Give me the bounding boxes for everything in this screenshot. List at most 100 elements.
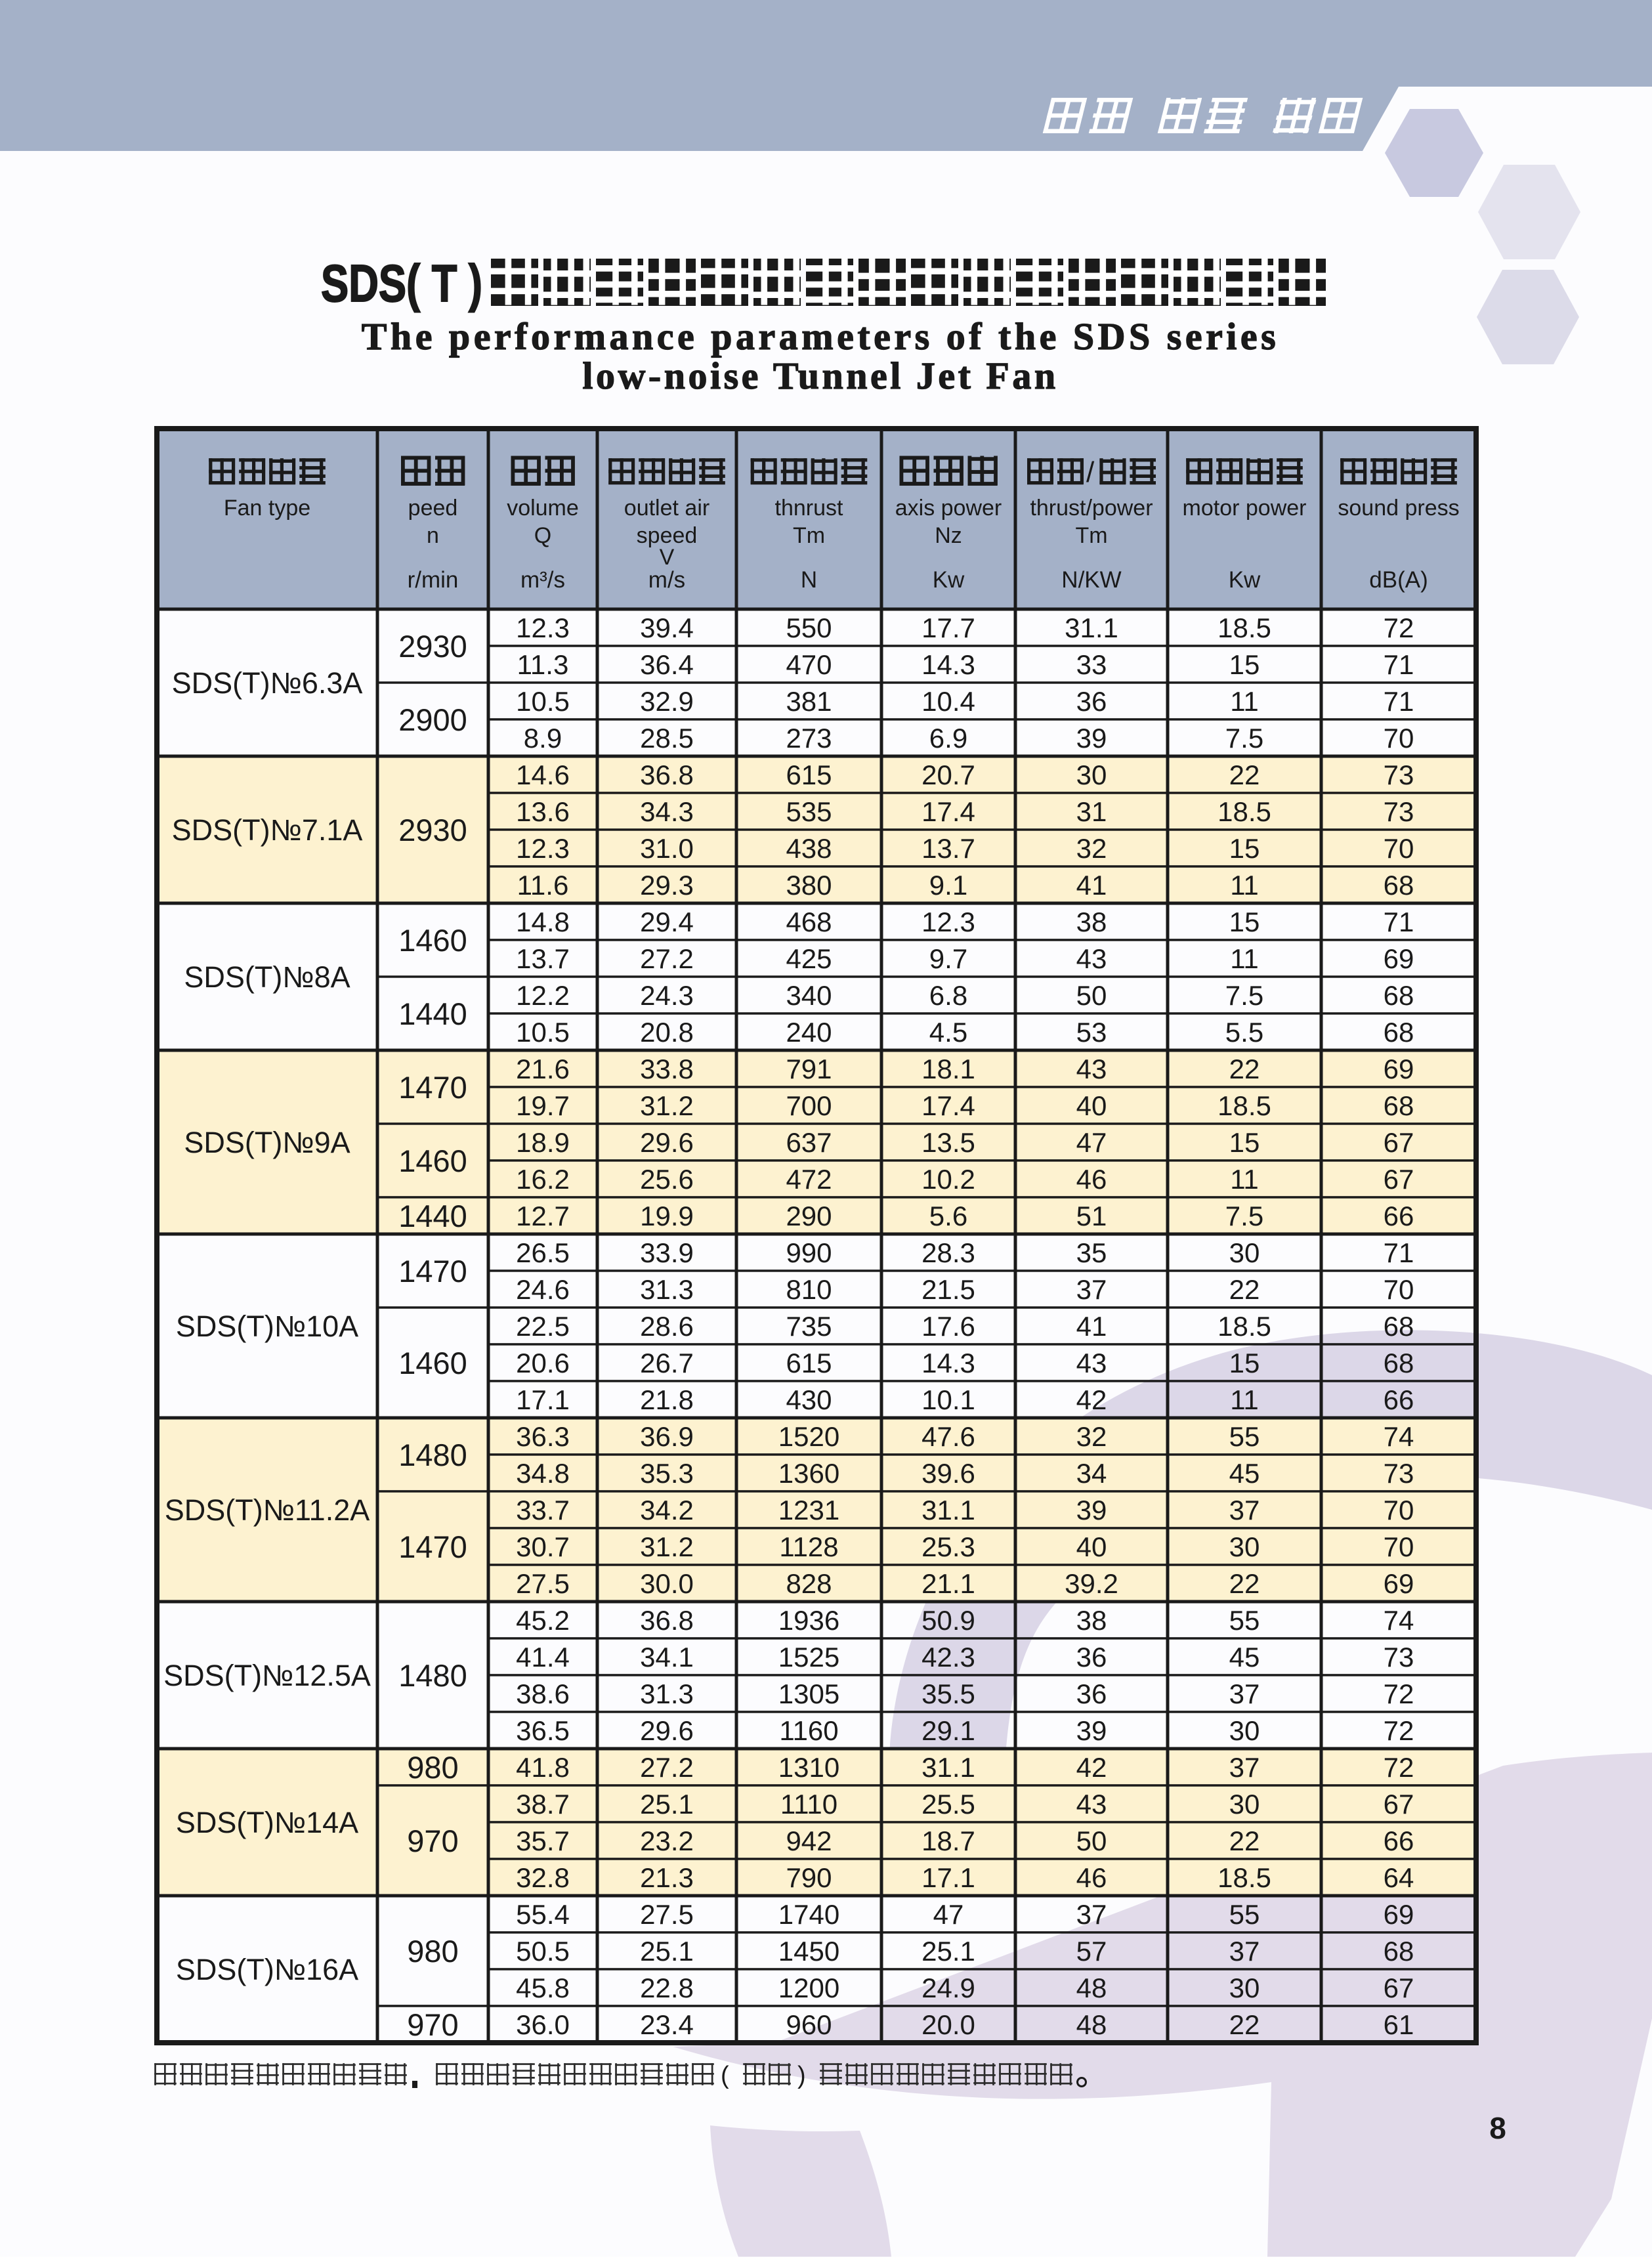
svg-text:20.6: 20.6: [516, 1348, 570, 1378]
svg-text:23.4: 23.4: [640, 2009, 694, 2040]
svg-text:273: 273: [786, 723, 832, 754]
svg-text:speed: speed: [637, 523, 698, 548]
svg-text:438: 438: [786, 833, 832, 864]
svg-text:48: 48: [1076, 1972, 1107, 2003]
svg-text:37: 37: [1229, 1936, 1260, 1967]
svg-text:14.3: 14.3: [921, 1348, 975, 1378]
svg-text:36: 36: [1076, 1642, 1107, 1673]
svg-text:68: 68: [1384, 1311, 1414, 1342]
svg-text:1110: 1110: [780, 1789, 837, 1820]
svg-text:790: 790: [786, 1862, 832, 1893]
svg-text:17.7: 17.7: [921, 612, 975, 643]
svg-text:24.3: 24.3: [640, 980, 694, 1011]
svg-text:615: 615: [786, 1348, 832, 1378]
svg-text:73: 73: [1384, 759, 1414, 790]
svg-text:37: 37: [1076, 1899, 1107, 1930]
svg-text:31.1: 31.1: [921, 1752, 975, 1783]
svg-text:12.7: 12.7: [516, 1201, 570, 1231]
svg-text:36.8: 36.8: [640, 1605, 694, 1636]
svg-text:37: 37: [1229, 1495, 1260, 1525]
svg-text:39.6: 39.6: [921, 1458, 975, 1489]
svg-text:thrust/power: thrust/power: [1030, 496, 1153, 521]
svg-text:1360: 1360: [778, 1458, 839, 1489]
svg-text:1440: 1440: [398, 1199, 467, 1233]
svg-text:73: 73: [1384, 1458, 1414, 1489]
svg-text:42: 42: [1076, 1752, 1107, 1783]
svg-text:380: 380: [786, 870, 832, 901]
svg-text:535: 535: [786, 796, 832, 827]
svg-text:6.8: 6.8: [929, 980, 967, 1011]
svg-text:12.3: 12.3: [516, 612, 570, 643]
svg-text:700: 700: [786, 1090, 832, 1121]
svg-text:39: 39: [1076, 723, 1107, 754]
svg-text:14.8: 14.8: [516, 906, 570, 937]
svg-text:25.1: 25.1: [640, 1936, 694, 1967]
svg-text:1310: 1310: [778, 1752, 839, 1783]
svg-text:72: 72: [1384, 1678, 1414, 1709]
svg-text:22: 22: [1229, 1825, 1260, 1856]
svg-text:20.8: 20.8: [640, 1017, 694, 1048]
svg-text:1450: 1450: [778, 1936, 839, 1967]
svg-text:36.4: 36.4: [640, 649, 694, 680]
svg-text:17.6: 17.6: [921, 1311, 975, 1342]
svg-text:1936: 1936: [778, 1605, 839, 1636]
svg-text:Fan type: Fan type: [224, 496, 310, 521]
svg-text:Tm: Tm: [793, 523, 825, 548]
svg-text:637: 637: [786, 1127, 832, 1158]
svg-text:18.7: 18.7: [921, 1825, 975, 1856]
svg-text:33: 33: [1076, 649, 1107, 680]
svg-text:70: 70: [1384, 1274, 1414, 1305]
svg-text:1305: 1305: [778, 1678, 839, 1709]
svg-text:69: 69: [1384, 943, 1414, 974]
svg-text:30: 30: [1229, 1972, 1260, 2003]
svg-text:42.3: 42.3: [921, 1642, 975, 1673]
svg-text:sound press: sound press: [1338, 496, 1459, 521]
svg-text:21.6: 21.6: [516, 1054, 570, 1084]
svg-text:Nz: Nz: [935, 523, 962, 548]
svg-text:21.5: 21.5: [921, 1274, 975, 1305]
svg-text:970: 970: [407, 1823, 458, 1858]
svg-text:810: 810: [786, 1274, 832, 1305]
svg-text:19.7: 19.7: [516, 1090, 570, 1121]
svg-text:30: 30: [1229, 1715, 1260, 1746]
svg-text:1128: 1128: [779, 1531, 838, 1562]
svg-text:67: 67: [1384, 1127, 1414, 1158]
svg-text:468: 468: [786, 906, 832, 937]
svg-text:45: 45: [1229, 1458, 1260, 1489]
svg-text:55: 55: [1229, 1605, 1260, 1636]
svg-text:13.7: 13.7: [516, 943, 570, 974]
svg-text:47: 47: [1076, 1127, 1107, 1158]
svg-text:32.8: 32.8: [516, 1862, 570, 1893]
svg-text:14.6: 14.6: [516, 759, 570, 790]
svg-text:980: 980: [407, 1750, 458, 1785]
svg-text:66: 66: [1384, 1201, 1414, 1231]
svg-text:axis power: axis power: [895, 496, 1002, 521]
svg-text:19.9: 19.9: [640, 1201, 694, 1231]
svg-text:33.7: 33.7: [516, 1495, 570, 1525]
svg-text:n: n: [427, 523, 439, 548]
svg-text:39.2: 39.2: [1065, 1568, 1118, 1599]
svg-text:1525: 1525: [778, 1642, 839, 1673]
svg-text:72: 72: [1384, 1752, 1414, 1783]
svg-text:45.8: 45.8: [516, 1972, 570, 2003]
svg-text:71: 71: [1384, 686, 1414, 717]
svg-text:72: 72: [1384, 1715, 1414, 1746]
svg-text:70: 70: [1384, 1495, 1414, 1525]
svg-text:21.8: 21.8: [640, 1384, 694, 1415]
svg-text:2930: 2930: [398, 629, 467, 664]
svg-text:13.7: 13.7: [921, 833, 975, 864]
svg-text:m/s: m/s: [648, 567, 685, 593]
svg-text:SDS(T)№14A: SDS(T)№14A: [176, 1806, 358, 1839]
svg-text:22.5: 22.5: [516, 1311, 570, 1342]
svg-text:15: 15: [1229, 906, 1260, 937]
svg-text:35.7: 35.7: [516, 1825, 570, 1856]
svg-text:21.1: 21.1: [921, 1568, 975, 1599]
svg-text:39: 39: [1076, 1495, 1107, 1525]
svg-text:31.2: 31.2: [640, 1090, 694, 1121]
svg-text:5.6: 5.6: [929, 1201, 967, 1231]
svg-text:30: 30: [1229, 1237, 1260, 1268]
svg-text:22: 22: [1229, 1054, 1260, 1084]
svg-text:12.3: 12.3: [516, 833, 570, 864]
svg-text:240: 240: [786, 1017, 832, 1048]
svg-text:SDS(T)№6.3A: SDS(T)№6.3A: [172, 666, 363, 700]
